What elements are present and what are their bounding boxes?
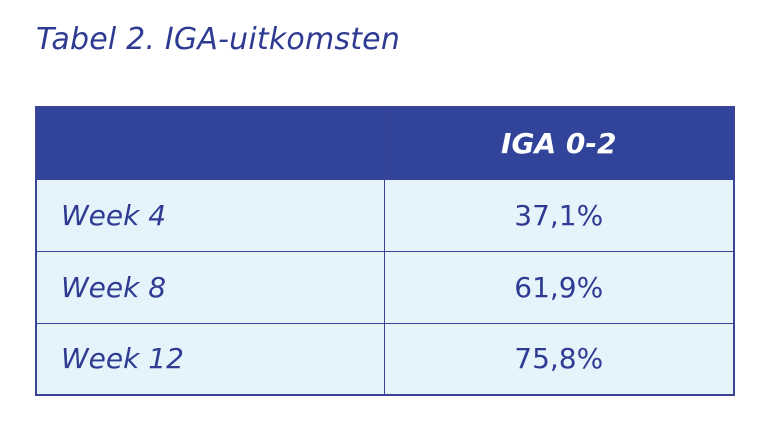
table-body: Week 4 37,1% Week 8 61,9% Week 12 75,8% — [35, 178, 735, 396]
row-label: Week 4 — [35, 178, 385, 252]
table-header: IGA 0-2 — [35, 106, 735, 180]
header-row: IGA 0-2 — [35, 106, 735, 180]
header-cell-empty — [35, 106, 385, 180]
row-value: 75,8% — [383, 322, 735, 396]
row-value: 37,1% — [383, 178, 735, 252]
table-row: Week 12 75,8% — [35, 322, 735, 396]
table-row: Week 4 37,1% — [35, 178, 735, 252]
row-label: Week 12 — [35, 322, 385, 396]
results-table: IGA 0-2 Week 4 37,1% Week 8 61,9% Week 1… — [35, 106, 735, 396]
header-cell-iga: IGA 0-2 — [383, 106, 735, 180]
table-row: Week 8 61,9% — [35, 250, 735, 324]
row-label: Week 8 — [35, 250, 385, 324]
row-value: 61,9% — [383, 250, 735, 324]
table-title: Tabel 2. IGA-uitkomsten — [36, 22, 401, 57]
